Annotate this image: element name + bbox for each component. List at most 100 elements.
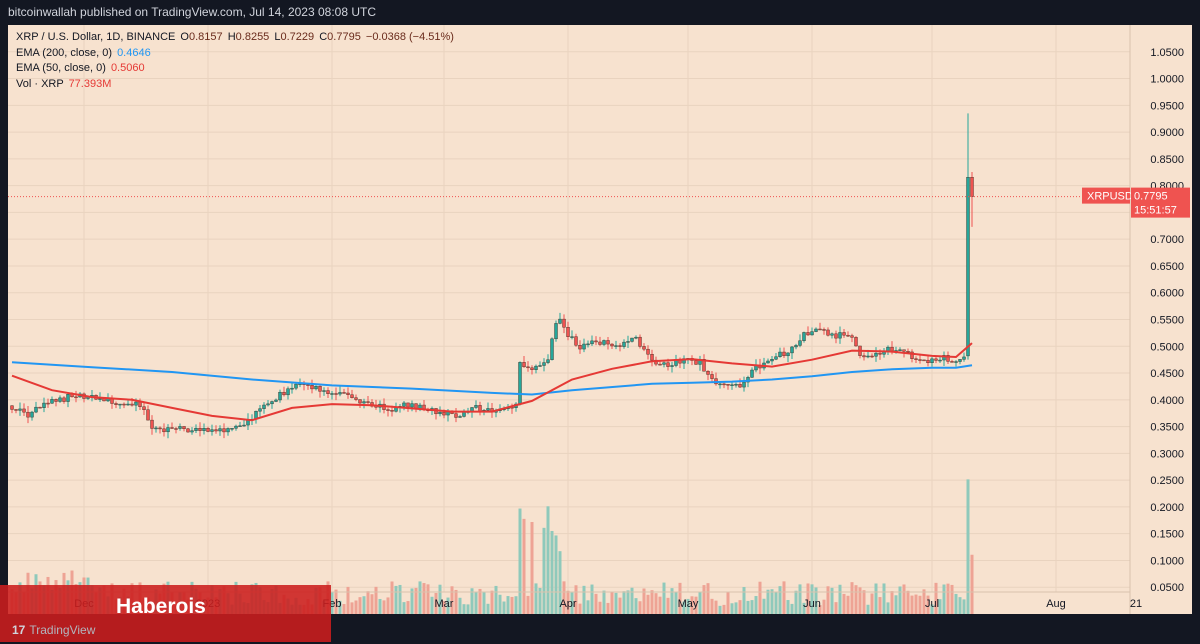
price-chart[interactable]: 0.0500 0.1000 0.1500 0.2000 0.2500 0.3000 0.35… [8,25,1192,614]
price-tick-label: 0.8500 [1150,154,1184,166]
volume-bar [514,596,518,614]
candle-body [14,409,18,411]
volume-bar [498,594,502,614]
candle-body [626,341,630,343]
candle-body [230,428,234,430]
candle-body [18,408,22,411]
candle-body [278,391,282,401]
candle-body [590,340,594,345]
volume-bar [830,587,834,614]
legend-ema50-value: 0.5060 [110,62,145,74]
volume-bar [774,591,778,614]
volume-bar [586,600,590,614]
volume-bar [394,585,398,614]
volume-bar [670,588,674,614]
volume-bar [738,600,742,614]
candle-body [878,352,882,355]
volume-bar [358,597,362,614]
candle-body [310,384,314,390]
price-tick-label: 0.4500 [1150,368,1184,380]
volume-bar [466,604,470,614]
candle-body [826,329,830,336]
price-tag-value-bg [1131,187,1190,218]
volume-bar [558,551,562,614]
volume-bar [510,596,514,614]
volume-bar [742,587,746,614]
price-tick-label: 0.6000 [1150,288,1184,300]
candle-body [742,381,746,388]
candle-body [622,341,626,347]
volume-bar [850,582,854,614]
legend-open: 0.8157 [188,31,223,43]
volume-bar [454,589,458,614]
legend-close-label: C [319,31,328,43]
candle-body [402,402,406,407]
candle-body [266,403,270,406]
volume-bar [762,598,766,614]
candle-body [614,345,618,347]
candle-body [946,355,950,362]
candle-body [730,384,734,386]
volume-bar [374,586,378,614]
candle-body [958,359,962,362]
volume-bar [746,600,750,614]
candle-body [442,411,446,416]
volume-bar [438,584,442,614]
volume-bar [578,603,582,614]
price-tick-label: 0.3500 [1150,422,1184,434]
volume-bar [462,604,466,614]
volume-bar [566,590,570,614]
candle-body [898,349,902,351]
legend-high: 0.8255 [235,31,270,43]
candle-body [770,359,774,362]
candle-body [570,336,574,338]
candle-body [918,359,922,361]
candle-body [210,429,214,432]
candle-body [306,384,310,386]
candle-body [582,343,586,350]
candle-body [930,358,934,364]
candle-body [366,401,370,403]
volume-bar [726,592,730,614]
candle-body [922,359,926,362]
chart-area[interactable]: 0.0500 0.1000 0.1500 0.2000 0.2500 0.3000 0.35… [8,25,1192,614]
tradingview-logo[interactable]: 17 TradingView [12,620,95,640]
volume-bar [622,591,626,614]
volume-bar [474,591,478,614]
legend: XRP / U.S. Dollar, 1D, BINANCE O0.8157 H… [16,30,454,92]
candle-body [794,345,798,348]
volume-bar [334,589,338,614]
candle-body [178,426,182,429]
candle-body [850,335,854,338]
volume-bar [930,604,934,614]
legend-open-label: O [180,31,189,43]
candle-body [62,397,66,402]
legend-volume-row: Vol · XRP 77.393M [16,77,454,93]
price-tick-label: 0.5500 [1150,315,1184,327]
price-tick-label: 1.0500 [1150,47,1184,59]
legend-symbol: XRP / U.S. Dollar, 1D, BINANCE [16,31,176,43]
candle-body [906,351,910,353]
volume-bar [718,605,722,614]
candle-body [606,340,610,345]
candle-body [410,403,414,408]
volume-bar [654,593,658,614]
candle-body [282,391,286,396]
candle-body [814,328,818,332]
volume-bar [398,584,402,614]
candle-body [38,406,42,409]
price-tick-label: 1.0000 [1150,74,1184,86]
volume-bar [942,584,946,614]
candle-body [262,404,266,409]
candle-body [866,355,870,358]
candle-body [634,336,638,339]
candle-body [318,386,322,392]
candle-body [458,416,462,418]
volume-bar [658,596,662,614]
price-tag-symbol-bg [1082,187,1130,204]
candle-body [258,408,262,412]
volume-bar [962,599,966,614]
volume-bar [754,596,758,614]
candle-body [694,360,698,365]
volume-bar [870,593,874,614]
